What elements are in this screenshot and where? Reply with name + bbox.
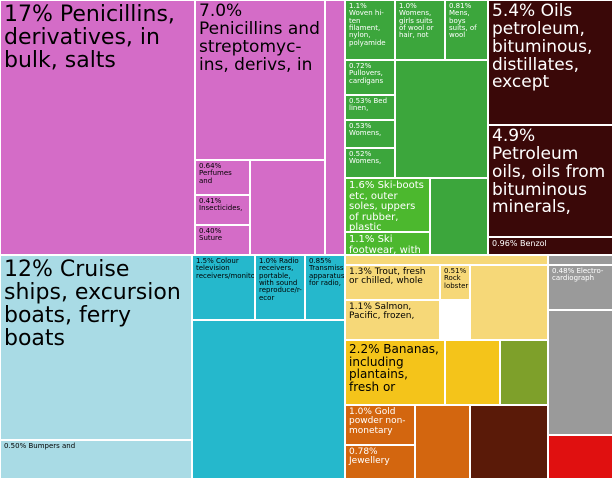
tile: 0.51% Rock lobster <box>440 265 470 300</box>
tile <box>192 320 345 479</box>
tile <box>470 265 548 340</box>
tile: 0.40% Suture <box>195 225 250 255</box>
tile-label: 1.3% Trout, fresh or chilled, whole <box>349 267 426 287</box>
tile <box>345 255 548 265</box>
tile <box>548 255 613 265</box>
tile-label: 4.9% Petroleum oils, oils from bituminou… <box>492 126 606 218</box>
tile-label: 1.0% Radio receivers, portable, with sou… <box>259 257 302 302</box>
tile-label: 1.1% Ski footwear, with <box>349 234 421 255</box>
tile: 0.53% Bed linen, <box>345 95 395 120</box>
tile: 0.48% Electro-cardiograph <box>548 265 613 310</box>
tile: 0.41% Insecticides, <box>195 195 250 225</box>
tile: 17% Penicillins, derivatives, in bulk, s… <box>0 0 195 255</box>
tile: 12% Cruise ships, excursion boats, ferry… <box>0 255 192 440</box>
tile-label: 0.78% Jewellery <box>349 447 390 467</box>
tile: 0.52% Womens, <box>345 148 395 178</box>
tile: 1.0% Womens, girls suits of wool or hair… <box>395 0 445 60</box>
tile <box>415 405 470 479</box>
tile: 0.64% Perfumes and <box>195 160 250 195</box>
tile: 2.2% Bananas, including plantains, fresh… <box>345 340 445 405</box>
tile-label: 0.48% Electro-cardiograph <box>552 267 604 283</box>
tile-label: 0.53% Womens, <box>349 122 382 138</box>
tile-label: 0.52% Womens, <box>349 150 382 166</box>
tile: 4.9% Petroleum oils, oils from bituminou… <box>488 125 613 237</box>
tile <box>500 340 548 405</box>
tile: 0.72% Pullovers, cardigans <box>345 60 395 95</box>
tile-label: 1.1% Woven hi-ten filament, nylon, polya… <box>349 2 386 47</box>
tile: 0.78% Jewellery <box>345 445 415 479</box>
tile-label: 2.2% Bananas, including plantains, fresh… <box>349 342 439 394</box>
tile-label: 0.51% Rock lobster <box>444 267 469 290</box>
tile <box>445 340 500 405</box>
tile: 0.96% Benzol <box>488 237 613 255</box>
tile: 1.1% Ski footwear, with <box>345 232 430 255</box>
tile: 1.0% Radio receivers, portable, with sou… <box>255 255 305 320</box>
tile-label: 12% Cruise ships, excursion boats, ferry… <box>4 257 181 352</box>
tile-label: 0.85% Transmission apparatus for radio, <box>309 257 345 288</box>
tile <box>250 160 325 255</box>
tile <box>430 178 488 255</box>
tile-label: 1.0% Womens, girls suits of wool or hair… <box>399 2 434 40</box>
tile: 0.81% Mens, boys suits, of wool <box>445 0 488 60</box>
tile: 1.0% Gold powder non-monetary <box>345 405 415 445</box>
tile: 5.4% Oils petroleum, bituminous, distill… <box>488 0 613 125</box>
tile-label: 7.0% Penicillins and streptomyc-ins, der… <box>199 1 320 75</box>
tile <box>548 435 613 479</box>
tile-label: 0.40% Suture <box>199 227 223 243</box>
tile: 7.0% Penicillins and streptomyc-ins, der… <box>195 0 325 160</box>
tile: 0.85% Transmission apparatus for radio, <box>305 255 345 320</box>
tile-label: 1.1% Salmon, Pacific, frozen, <box>349 302 415 322</box>
tile-label: 1.0% Gold powder non-monetary <box>349 407 406 436</box>
tile: 1.1% Woven hi-ten filament, nylon, polya… <box>345 0 395 60</box>
tile <box>325 0 345 255</box>
tile-label: 1.6% Ski-boots etc, outer soles, uppers … <box>349 180 424 232</box>
tile-label: 0.81% Mens, boys suits, of wool <box>449 2 477 40</box>
tile: 0.50% Bumpers and <box>0 440 192 479</box>
tile: 1.6% Ski-boots etc, outer soles, uppers … <box>345 178 430 232</box>
tile: 1.3% Trout, fresh or chilled, whole <box>345 265 440 300</box>
tile-label: 0.96% Benzol <box>492 239 547 248</box>
tile-label: 1.5% Colour television receivers/monitor… <box>196 257 255 280</box>
tile <box>395 60 488 178</box>
tile-label: 0.41% Insecticides, <box>199 197 243 213</box>
tile-label: 0.72% Pullovers, cardigans <box>349 62 384 85</box>
tile: 1.1% Salmon, Pacific, frozen, <box>345 300 440 340</box>
tile <box>548 310 613 435</box>
tile-label: 5.4% Oils petroleum, bituminous, distill… <box>492 1 593 93</box>
tile: 1.5% Colour television receivers/monitor… <box>192 255 255 320</box>
tile: 0.53% Womens, <box>345 120 395 148</box>
tile-label: 0.50% Bumpers and <box>4 442 76 450</box>
tile-label: 0.53% Bed linen, <box>349 97 388 113</box>
tile-label: 0.64% Perfumes and <box>199 162 232 185</box>
tile <box>470 405 548 479</box>
tile-label: 17% Penicillins, derivatives, in bulk, s… <box>4 2 175 74</box>
